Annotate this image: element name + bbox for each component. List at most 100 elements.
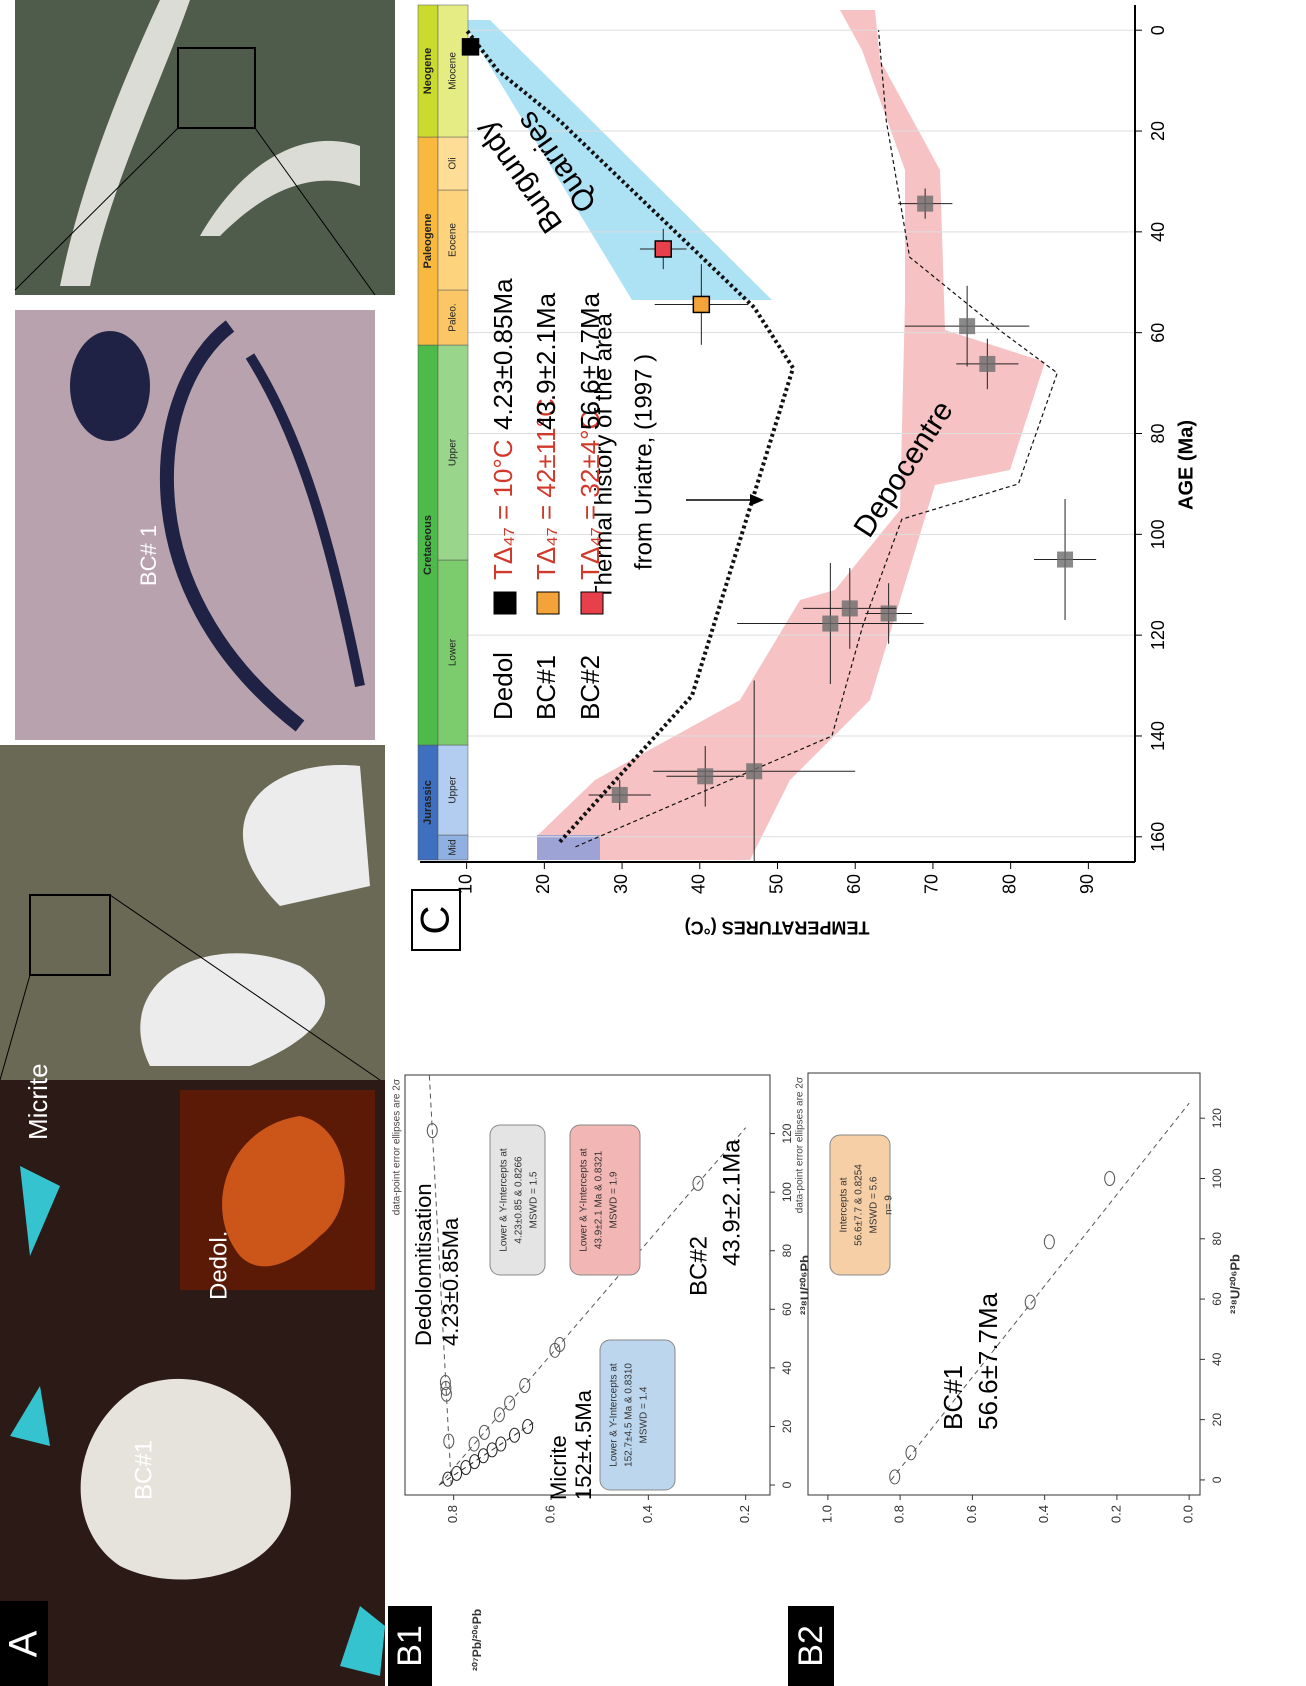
period-name: Paleogene	[422, 213, 434, 268]
x-tick-label: 20	[1210, 1413, 1224, 1427]
x-axis-label: ²³⁸U/²⁰⁶Pb	[1227, 1254, 1242, 1314]
panel-label: B1	[391, 1625, 429, 1667]
intercept-text: MSWD = 5.6	[869, 1176, 880, 1233]
error-ellipse	[426, 1123, 438, 1139]
legend-name: BC#1	[531, 655, 561, 720]
intercept-text: Lower & Y-Intercepts at	[609, 1363, 620, 1467]
photo-label: Dedol.	[205, 1231, 232, 1300]
legend-name: BC#2	[575, 655, 605, 720]
panel-label: C	[414, 906, 458, 935]
y-tick-label: 0.2	[737, 1505, 752, 1523]
y-tick-label: 0.6	[964, 1505, 979, 1523]
y-axis-label: TEMPERATURES (°C)	[685, 917, 870, 937]
epoch-name: Oli	[448, 157, 459, 169]
photo-patch	[70, 331, 150, 441]
photo-label: BC#1	[130, 1440, 157, 1500]
series-age: 152±4.5Ma	[571, 1389, 596, 1500]
x-tick-label: 60	[1148, 323, 1168, 343]
y-axis-label: ²⁰⁷Pb/²⁰⁶Pb	[470, 1609, 484, 1671]
intercept-box	[599, 1339, 676, 1491]
panel-label-box	[411, 889, 461, 951]
depocentre-trend-line	[575, 30, 1058, 848]
data-point	[1057, 551, 1074, 568]
photo-patch	[80, 1378, 291, 1580]
period-name: Neogene	[422, 48, 434, 94]
intercept-text: 4.23±0.85 & 0.8266	[514, 1156, 525, 1244]
x-tick-label: 80	[1210, 1232, 1224, 1246]
error-ellipse	[477, 1448, 489, 1464]
panel-label-box	[788, 1606, 834, 1686]
error-ellipse	[469, 1454, 481, 1470]
legend-swatch	[580, 591, 604, 615]
y-tick-label: 0.4	[1036, 1505, 1051, 1523]
data-point	[822, 615, 839, 632]
data-point	[841, 600, 858, 617]
intercept-text: n= 9	[884, 1195, 895, 1215]
epoch-name: Mid	[448, 839, 459, 855]
intercept-text: MSWD = 1.4	[639, 1386, 650, 1443]
x-tick-label: 0	[780, 1481, 794, 1488]
error-ellipse	[554, 1336, 566, 1352]
x-tick-label: 80	[780, 1244, 794, 1258]
note: data-point error ellipses are 2σ	[795, 1076, 806, 1213]
data-point	[611, 786, 628, 803]
x-tick-label: 60	[1210, 1292, 1224, 1306]
x-tick-label: 120	[1210, 1108, 1224, 1128]
photo-patch	[159, 320, 305, 732]
y-tick-label: 10	[455, 874, 475, 894]
data-point	[979, 355, 996, 372]
y-tick-label: 40	[689, 874, 709, 894]
isochron-line	[428, 1074, 452, 1486]
epoch-name: Upper	[448, 438, 459, 466]
epoch-name: Miocene	[448, 52, 459, 90]
y-tick-label: 50	[766, 874, 786, 894]
annotation: from Uriatre, (1997 )	[630, 354, 657, 570]
y-tick-label: 0.4	[640, 1505, 655, 1523]
error-ellipse	[1104, 1171, 1116, 1186]
panel-label: A	[2, 1630, 46, 1657]
x-tick-label: 100	[1148, 519, 1168, 549]
error-ellipse	[522, 1418, 534, 1434]
legend-swatch	[493, 591, 517, 615]
data-point	[746, 763, 763, 780]
series-name: BC#2	[685, 1236, 712, 1296]
plot-frame	[807, 1072, 1201, 1496]
x-tick-label: 120	[780, 1123, 794, 1143]
y-tick-label: 0.2	[1108, 1505, 1123, 1523]
intercept-text: Lower & Y-Intercepts at	[579, 1148, 590, 1252]
series-name: BC#1	[938, 1365, 968, 1430]
y-tick-label: 0.0	[1181, 1505, 1196, 1523]
series-name: Dedolomitisation	[411, 1183, 436, 1346]
x-tick-label: 40	[780, 1361, 794, 1375]
legend-age: 43.9±2.1Ma	[531, 292, 561, 430]
isochron-line	[438, 1127, 747, 1486]
photo-label: Micrite	[23, 1063, 53, 1140]
x-tick-label: 20	[780, 1419, 794, 1433]
error-ellipse	[905, 1445, 917, 1461]
x-tick-label: 160	[1148, 822, 1168, 852]
photo-patch	[140, 765, 370, 1066]
photo-patch	[222, 1116, 345, 1267]
y-tick-label: 90	[1077, 874, 1097, 894]
x-tick-label: 40	[1148, 222, 1168, 242]
x-tick-label: 0	[1148, 25, 1168, 35]
intercept-text: 56.6±7.7 & 0.8254	[854, 1164, 865, 1246]
legend-swatch	[536, 591, 560, 615]
panel-label-box	[0, 1601, 48, 1686]
note: data-point error ellipses are 2σ	[392, 1078, 403, 1215]
error-ellipse	[440, 1386, 452, 1402]
error-ellipse	[692, 1175, 704, 1191]
epoch-box	[437, 4, 469, 138]
error-ellipse	[889, 1469, 901, 1485]
panel-label-box	[388, 1606, 432, 1686]
legend-label: TΔ₄₇ = 42±11°C	[531, 398, 561, 580]
epoch-name: Eocene	[448, 223, 459, 257]
y-tick-label: 1.0	[819, 1505, 834, 1523]
data-point	[692, 295, 711, 314]
y-tick-label: 0.8	[892, 1505, 907, 1523]
y-tick-label: 80	[999, 874, 1019, 894]
series-name: Micrite	[546, 1435, 571, 1500]
